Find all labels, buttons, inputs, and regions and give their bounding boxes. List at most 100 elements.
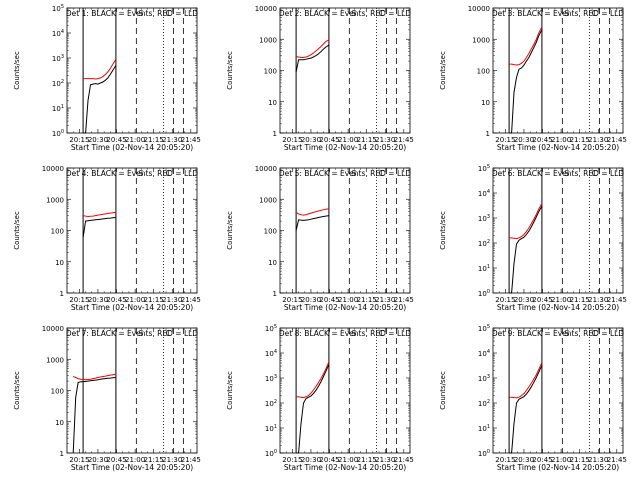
series-line-lld: [295, 208, 329, 216]
x-tick-label: 21:45: [181, 456, 201, 464]
x-axis-label: Start Time (02-Nov-14 20:05:20): [284, 463, 406, 472]
x-tick-label: 21:30: [375, 456, 395, 464]
x-tick-label: 21:45: [607, 296, 627, 304]
panel-det-6: 10010110210310410520:1520:3020:4521:0021…: [439, 164, 627, 312]
x-axis-label: Start Time (02-Nov-14 20:05:20): [497, 143, 619, 152]
plot-frame: [66, 167, 198, 294]
y-tick-label: 100: [264, 68, 277, 76]
x-tick-label: 20:15: [282, 456, 302, 464]
series-line-events: [509, 29, 543, 134]
x-tick-label: 21:15: [144, 136, 164, 144]
y-tick-label: 101: [52, 104, 64, 113]
marker-label: C: [379, 329, 385, 338]
x-tick-label: 20:45: [319, 296, 339, 304]
x-tick-label: 20:45: [319, 136, 339, 144]
x-tick-label: 20:30: [88, 296, 108, 304]
plot-frame: [66, 7, 198, 134]
x-axis-label: Start Time (02-Nov-14 20:05:20): [497, 463, 619, 472]
y-tick-label: 10000: [255, 165, 277, 173]
x-tick-label: 20:15: [69, 296, 89, 304]
marker-label: S: [351, 169, 356, 178]
x-tick-label: 21:00: [338, 296, 358, 304]
y-tick-label: 100: [52, 129, 64, 138]
x-tick-label: 21:00: [338, 456, 358, 464]
x-tick-label: 21:15: [570, 456, 590, 464]
series-line-lld: [296, 39, 330, 58]
x-tick-label: 21:45: [181, 296, 201, 304]
y-tick-label: 1: [60, 450, 64, 458]
marker-label: C: [166, 329, 172, 338]
y-axis-label: Counts/sec: [13, 51, 21, 90]
y-tick-label: 1000: [259, 36, 277, 44]
y-tick-label: 10000: [42, 325, 64, 333]
panel-title: Det 6: BLACK = Events, RED = LLD: [492, 169, 624, 178]
x-tick-label: 21:00: [125, 296, 145, 304]
series-line-lld: [296, 361, 330, 399]
y-tick-label: 1: [273, 290, 277, 298]
y-axis-label: Counts/sec: [13, 371, 21, 410]
y-tick-label: 100: [51, 388, 64, 396]
x-tick-label: 21:45: [394, 296, 414, 304]
series-line-events: [509, 205, 543, 294]
y-tick-label: 1: [60, 290, 64, 298]
y-tick-label: 102: [478, 239, 490, 248]
y-tick-label: 1000: [46, 196, 64, 204]
x-tick-label: 20:30: [88, 136, 108, 144]
x-tick-label: 21:30: [162, 456, 182, 464]
y-tick-label: 1: [273, 130, 277, 138]
y-tick-label: 100: [478, 289, 490, 298]
series-line-lld: [73, 373, 116, 381]
panel-title: Det 8: BLACK = Events, RED = LLD: [279, 329, 411, 338]
x-tick-label: 21:15: [570, 136, 590, 144]
series-line-events: [509, 365, 543, 454]
panel-det-5: 1 10 100 1000 10000 20:1520:3020:4521:0021:15…: [226, 165, 414, 312]
panel-det-4: 1 10 100 1000 10000 20:1520:3020:4521:0021:15…: [13, 165, 201, 312]
marker-label: S: [138, 329, 143, 338]
series-line-events: [295, 44, 330, 73]
panel-det-8: 10010110210310410520:1520:3020:4521:0021…: [226, 324, 414, 472]
marker-label: S: [138, 9, 143, 18]
series-line-lld: [509, 362, 543, 399]
x-tick-label: 21:45: [394, 136, 414, 144]
x-tick-label: 20:30: [88, 456, 108, 464]
x-tick-label: 21:45: [181, 136, 201, 144]
x-tick-label: 21:45: [394, 456, 414, 464]
marker-label: C: [592, 329, 598, 338]
plot-frame: [66, 327, 198, 454]
y-tick-label: 100: [477, 68, 490, 76]
x-tick-label: 20:15: [495, 296, 515, 304]
series-line-events: [72, 377, 116, 454]
y-tick-label: 104: [478, 349, 490, 358]
x-tick-label: 21:30: [588, 296, 608, 304]
panel-det-2: 1 10 100 1000 10000 20:1520:3020:4521:0021:15…: [226, 5, 414, 152]
y-axis-label: Counts/sec: [439, 51, 447, 90]
series-line-events: [83, 65, 117, 134]
y-axis-label: Counts/sec: [439, 211, 447, 250]
x-tick-label: 21:15: [144, 296, 164, 304]
y-tick-label: 1000: [46, 356, 64, 364]
y-tick-label: 105: [265, 324, 277, 333]
x-tick-label: 21:00: [125, 136, 145, 144]
marker-label: C: [166, 9, 172, 18]
y-tick-label: 105: [478, 324, 490, 333]
plot-frame: [279, 167, 411, 294]
panel-det-1: 10010110210310410520:1520:3020:4521:0021…: [13, 4, 201, 152]
marker-label: C: [592, 169, 598, 178]
y-tick-label: 10: [55, 419, 64, 427]
marker-label: S: [351, 9, 356, 18]
x-tick-label: 21:15: [357, 456, 377, 464]
x-tick-label: 21:30: [588, 456, 608, 464]
series-line-lld: [509, 203, 543, 240]
x-tick-label: 21:30: [588, 136, 608, 144]
marker-label: S: [351, 329, 356, 338]
x-tick-label: 20:45: [106, 136, 126, 144]
x-axis-label: Start Time (02-Nov-14 20:05:20): [284, 303, 406, 312]
x-tick-label: 20:45: [319, 456, 339, 464]
panel-det-7: 1 10 100 1000 10000 20:1520:3020:4521:0021:15…: [13, 325, 201, 472]
y-tick-label: 102: [265, 399, 277, 408]
y-tick-label: 10000: [42, 165, 64, 173]
x-tick-label: 20:30: [301, 456, 321, 464]
panel-title: Det 2: BLACK = Events, RED = LLD: [279, 9, 411, 18]
x-tick-label: 20:30: [301, 296, 321, 304]
x-tick-label: 20:15: [282, 296, 302, 304]
